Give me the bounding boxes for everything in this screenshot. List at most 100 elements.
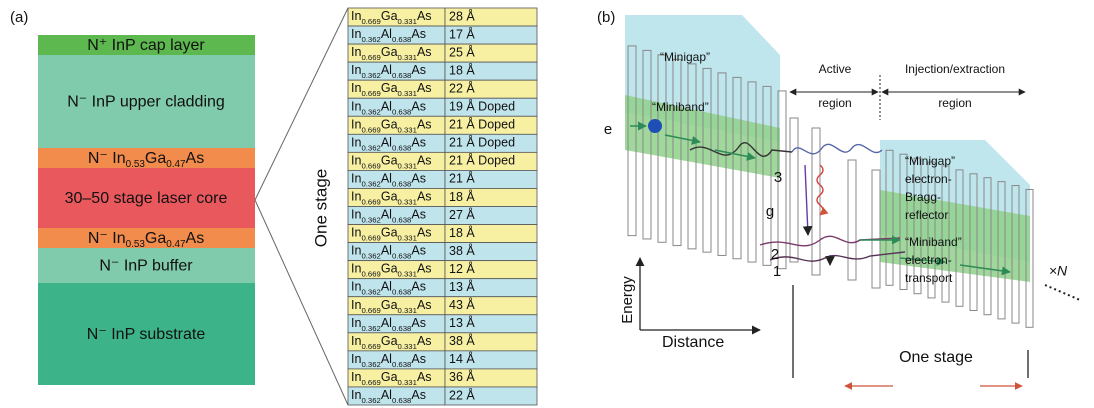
annotation: One stage <box>899 349 973 366</box>
subscript: 0.669 <box>361 377 380 386</box>
barrier <box>848 160 856 280</box>
text-run: Ga <box>381 154 398 168</box>
annotation: reflector <box>905 208 948 222</box>
barrier <box>812 128 820 275</box>
text-run: In <box>351 262 361 276</box>
subscript: 0.362 <box>361 71 380 80</box>
text-run: In <box>351 100 361 114</box>
thickness: 22 Å <box>449 81 475 96</box>
text-run: As <box>411 388 426 402</box>
subscript: 0.362 <box>361 359 380 368</box>
subscript: 0.331 <box>398 377 417 386</box>
text-run: Ga <box>381 9 398 23</box>
panel-label: (a) <box>10 9 28 26</box>
thickness: 13 Å <box>449 279 475 294</box>
subscript: 0.362 <box>361 143 380 152</box>
text-run: As <box>186 150 205 167</box>
level-label: 3 <box>774 169 782 186</box>
annotation: “Minigap” <box>905 154 955 168</box>
subscript: 0.669 <box>361 89 380 98</box>
annotation: “Miniband” <box>905 235 962 249</box>
annotation: Bragg- <box>905 190 941 204</box>
subscript: 0.669 <box>361 125 380 134</box>
text-run: As <box>417 370 432 384</box>
subscript: 0.638 <box>392 323 411 332</box>
text-run: As <box>417 82 432 96</box>
text-run: As <box>417 334 432 348</box>
text-run: Ga <box>381 45 398 59</box>
text-run: Ga <box>381 190 398 204</box>
annotation: region <box>818 96 851 110</box>
subscript: 0.669 <box>361 53 380 62</box>
text-run: In <box>351 154 361 168</box>
wavefunction <box>792 144 882 153</box>
text-run: In <box>351 316 361 330</box>
subscript: 0.331 <box>398 89 417 98</box>
subscript: 0.331 <box>398 53 417 62</box>
subscript: 0.362 <box>361 107 380 116</box>
thickness: 21 Å <box>449 171 475 186</box>
zoom-line <box>255 200 348 405</box>
text-run: As <box>417 190 432 204</box>
subscript: 0.362 <box>361 287 380 296</box>
subscript: 0.638 <box>392 107 411 116</box>
text-run: In <box>351 352 361 366</box>
subscript: 0.362 <box>361 251 380 260</box>
subscript: 0.638 <box>392 396 411 405</box>
subscript: 0.331 <box>398 233 417 242</box>
text-run: Al <box>381 208 392 222</box>
annotation: transport <box>905 271 953 285</box>
text-run: Al <box>381 244 392 258</box>
text-run: Al <box>381 136 392 150</box>
subscript: 0.638 <box>392 179 411 188</box>
text-run: As <box>411 136 426 150</box>
level-label: g <box>766 203 774 220</box>
barrier <box>790 118 798 262</box>
thickness: 18 Å <box>449 225 475 240</box>
annotation: Active <box>819 62 852 76</box>
text-run: In <box>351 27 361 41</box>
subscript: 0.331 <box>398 197 417 206</box>
text-run: N⁺ InP cap layer <box>87 37 205 54</box>
thickness: 19 Å Doped <box>449 99 515 114</box>
layer-stack: N⁺ InP cap layer N⁻ InP upper cladding N⁻ … <box>38 35 255 385</box>
subscript: 0.331 <box>398 125 417 134</box>
subscript: 0.362 <box>361 179 380 188</box>
thickness: 21 Å Doped <box>449 135 515 150</box>
text-run: Al <box>381 280 392 294</box>
text-run: Al <box>381 352 392 366</box>
subscript: 0.331 <box>398 305 417 314</box>
text-run: Ga <box>145 150 166 167</box>
transition <box>805 165 808 235</box>
text-run: As <box>417 226 432 240</box>
subscript: 0.362 <box>361 396 380 405</box>
layer-label: 30–50 stage laser core <box>65 190 228 207</box>
layer-label: N⁻ InP upper cladding <box>67 94 225 111</box>
text-run: Al <box>381 63 392 77</box>
text-run: Al <box>381 316 392 330</box>
subscript: 0.669 <box>361 305 380 314</box>
wavefunction <box>760 236 900 245</box>
text-run: Ga <box>381 370 398 384</box>
subscript: 0.669 <box>361 197 380 206</box>
thickness: 38 Å <box>449 333 475 348</box>
subscript: 0.669 <box>361 161 380 170</box>
text-run: In <box>351 280 361 294</box>
thickness: 18 Å <box>449 62 475 77</box>
zoom-line <box>255 8 348 200</box>
text-run: As <box>411 27 426 41</box>
thickness: 25 Å <box>449 44 475 59</box>
subscript: 0.362 <box>361 35 380 44</box>
subscript: 0.669 <box>361 17 380 26</box>
text-run: N⁻ InP buffer <box>99 258 193 275</box>
text-run: N⁻ InP upper cladding <box>67 94 225 111</box>
subscript: 0.638 <box>392 215 411 224</box>
subscript: 0.638 <box>392 359 411 368</box>
layer-label: N⁻ InP buffer <box>99 258 193 275</box>
text-run: Ga <box>381 82 398 96</box>
thickness: 21 Å Doped <box>449 153 515 168</box>
text-run: As <box>411 100 426 114</box>
text-run: In <box>351 118 361 132</box>
subscript: 0.669 <box>361 269 380 278</box>
